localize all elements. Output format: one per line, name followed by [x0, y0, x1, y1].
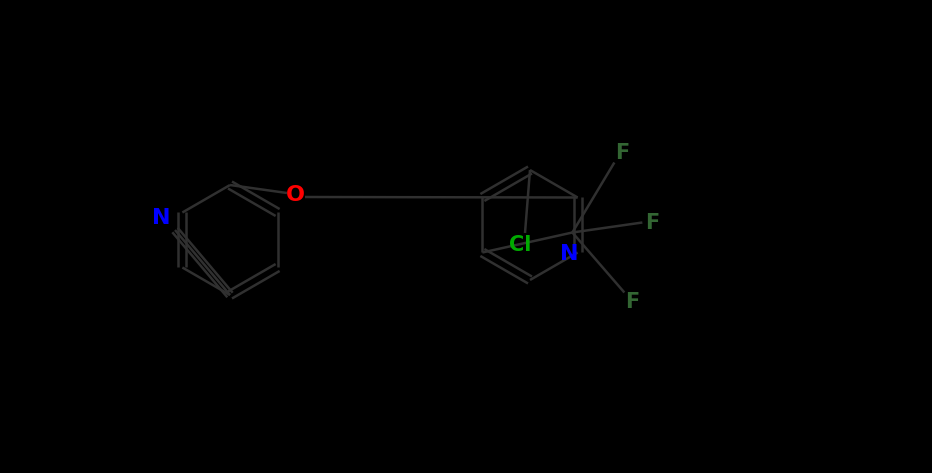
- Text: F: F: [615, 142, 629, 163]
- Text: N: N: [152, 208, 171, 228]
- Text: Cl: Cl: [509, 235, 531, 255]
- Text: O: O: [285, 185, 305, 205]
- Text: F: F: [645, 212, 660, 233]
- Text: F: F: [625, 292, 639, 313]
- Text: N: N: [560, 245, 579, 264]
